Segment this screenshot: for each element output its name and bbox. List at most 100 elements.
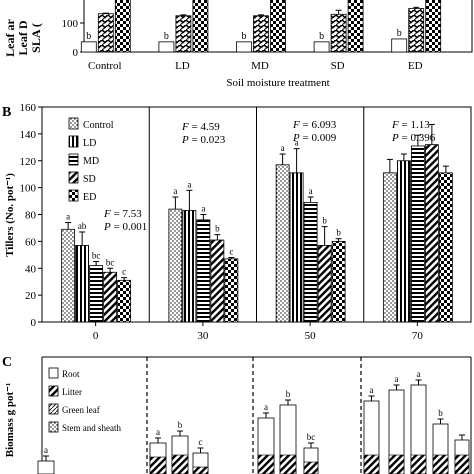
- panel-a-xlabel: Soil moisture treatment: [226, 77, 329, 89]
- panel-b-ytick-label: 140: [20, 129, 37, 141]
- panel-b-letter-label: a: [201, 204, 205, 214]
- panel-b-ytick-label: 20: [25, 290, 37, 302]
- panel-a-category-label: LD: [175, 60, 190, 72]
- panel-b-bar: [168, 208, 183, 323]
- panel-b-legend-label: SD: [83, 174, 96, 185]
- panel-a-letter: b: [319, 31, 324, 42]
- panel-b-ylabel: Tillers (No. pot⁻¹): [4, 173, 16, 257]
- panel-b-ytick-label: 60: [25, 236, 37, 248]
- panel-b-category-label: 70: [412, 330, 424, 342]
- panel-b-ytick-label: 100: [20, 183, 37, 195]
- panel-c-letter-label: b: [438, 408, 443, 418]
- panel-b-letter-label: bc: [106, 257, 115, 267]
- panel-b-bar: [103, 271, 118, 323]
- panel-b-stat-P: P = 0.396: [391, 132, 436, 144]
- panel-c-legend-label: Green leaf: [62, 405, 100, 415]
- panel-c-legend-label: Stem and sheath: [62, 423, 121, 433]
- panel-a-bar: [313, 41, 330, 53]
- panel-b-letter-label: b: [215, 224, 220, 234]
- panel-c-bar-litter: [192, 466, 209, 474]
- panel-b-bar: [303, 202, 318, 323]
- panel-a-bar: [192, 0, 209, 53]
- panel-c-bar: [37, 460, 55, 474]
- panel-b-letter-label: c: [122, 267, 126, 277]
- panel-c-ylabel: Biomass g pot⁻¹: [4, 383, 16, 458]
- panel-b-ytick-label: 160: [20, 102, 37, 114]
- panel-a-letter: b: [86, 31, 91, 42]
- panel-b-bar: [317, 245, 332, 323]
- panel-b-legend-swatch: [68, 117, 79, 130]
- panel-b-legend-label: ED: [83, 192, 96, 203]
- panel-c-legend-label: Root: [62, 369, 80, 379]
- panel-c-letter-label: a: [395, 374, 399, 384]
- panel-c-legend-swatch: [48, 367, 59, 379]
- panel-c-legend-label: Litter: [62, 387, 82, 397]
- panel-a-ylabel-line: SLA (: [29, 23, 43, 53]
- panel-b-letter-label: a: [66, 212, 70, 222]
- panel-b-letter-label: b: [322, 216, 327, 226]
- panel-b-stat-F: F = 4.59: [181, 121, 220, 133]
- panel-b-letter-label: a: [309, 186, 313, 196]
- panel-b-legend-label: LD: [83, 138, 96, 149]
- panel-b-bar: [410, 145, 425, 323]
- panel-c-letter-label: a: [156, 427, 160, 437]
- panel-c-bar-litter: [149, 456, 167, 474]
- panel-b-bar: [396, 160, 411, 323]
- panel-a-bar: [253, 15, 269, 53]
- panel-b-stat-P: P = 0.001: [103, 221, 147, 233]
- panel-b-letter-label: bc: [92, 251, 101, 261]
- panel-b-stat-P: P = 0.009: [292, 132, 337, 144]
- panel-b-legend-label: Control: [83, 120, 114, 131]
- panel-b-letter-label: ab: [78, 221, 87, 231]
- panel-b-category-label: 0: [93, 330, 99, 342]
- panel-a-bar: [347, 0, 364, 53]
- panel-c-bar-litter: [171, 454, 189, 474]
- panel-b-letter-label: a: [281, 143, 285, 153]
- panel-b-ytick-label: 0: [31, 317, 37, 329]
- panel-a-bar: [391, 38, 408, 53]
- panel-b-bar: [196, 219, 211, 323]
- panel-a-bar: [175, 15, 192, 53]
- panel-c-letter-label: a: [264, 402, 268, 412]
- panel-a-category-label: ED: [408, 60, 423, 72]
- panel-b-legend-label: MD: [83, 156, 99, 167]
- panel-b-letter-label: a: [173, 186, 177, 196]
- panel-b-bar: [331, 240, 346, 323]
- panel-c-legend-swatch: [48, 385, 59, 397]
- panel-b-bar: [75, 245, 90, 323]
- panel-b-stat-F: F = 7.53: [103, 208, 142, 220]
- panel-b-ytick-label: 80: [25, 210, 37, 222]
- panel-a-letter: b: [242, 31, 247, 42]
- panel-b-letter: B: [2, 105, 11, 120]
- panel-b-stat-F: F = 6.093: [292, 119, 337, 131]
- panel-c-bar-litter: [279, 454, 297, 474]
- panel-a-bar: [408, 8, 425, 53]
- panel-a-letter: b: [397, 28, 402, 39]
- panel-c-letter-label: a: [44, 445, 48, 455]
- panel-a-ytick-label: 0: [73, 47, 79, 59]
- panel-b-bar: [89, 265, 104, 323]
- panel-a-bar: [80, 41, 97, 53]
- panel-c-bar-litter: [303, 461, 319, 474]
- panel-b-letter-label: c: [229, 247, 233, 257]
- panel-a-ytick-label: 100: [62, 18, 79, 30]
- panel-b-letter-label: a: [187, 179, 191, 189]
- panel-a-letter: b: [164, 31, 169, 42]
- panel-c-bar-litter: [363, 454, 380, 474]
- panel-a-category-label: Control: [88, 60, 122, 72]
- panel-b-bar: [438, 172, 453, 323]
- panel-a-ylabel-line: Leaf D: [16, 20, 30, 55]
- panel-b-bar: [424, 144, 439, 323]
- panel-a-bar: [270, 0, 286, 53]
- panel-b-bar: [382, 172, 397, 323]
- panel-b-category-label: 50: [305, 330, 317, 342]
- panel-c-letter: C: [2, 355, 12, 370]
- panel-b-letter-label: a: [295, 138, 299, 148]
- panel-c-bar-litter: [388, 454, 405, 474]
- panel-a-ylabel-line: Leaf ar: [3, 19, 17, 57]
- panel-b-bar: [117, 279, 132, 323]
- panel-b-letter-label: b: [336, 228, 341, 238]
- panel-c-bar-litter: [410, 454, 427, 474]
- panel-b-bar: [224, 258, 239, 323]
